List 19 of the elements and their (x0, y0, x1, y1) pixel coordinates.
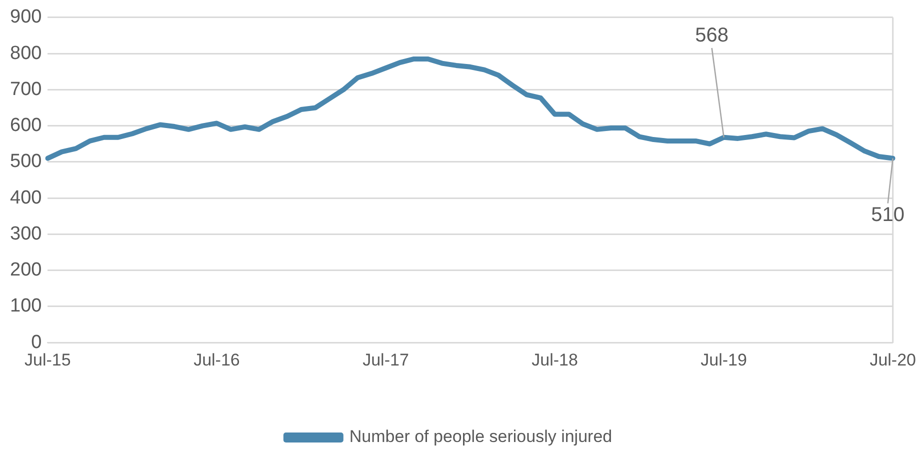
y-tick-label: 800 (10, 42, 42, 64)
x-tick-label: Jul-20 (870, 350, 916, 370)
x-tick-label: Jul-19 (700, 350, 747, 370)
y-tick-label: 0 (31, 332, 42, 353)
y-tick-label: 500 (10, 151, 42, 172)
y-tick-label: 900 (10, 6, 42, 28)
legend-label: Number of people seriously injured (349, 427, 612, 446)
x-tick-label: Jul-18 (532, 350, 578, 370)
annotation: 568 (695, 24, 729, 47)
y-tick-label: 700 (10, 78, 42, 100)
x-tick-label: Jul-15 (24, 350, 71, 370)
y-tick-label: 300 (10, 223, 42, 244)
y-tick-label: 100 (10, 296, 42, 317)
y-tick-label: 600 (10, 115, 42, 136)
x-tick-label: Jul-17 (362, 350, 409, 370)
x-tick-label: Jul-16 (194, 350, 240, 370)
annotation: 510 (871, 204, 905, 226)
y-tick-label: 200 (10, 260, 42, 281)
y-tick-label: 400 (10, 187, 42, 208)
